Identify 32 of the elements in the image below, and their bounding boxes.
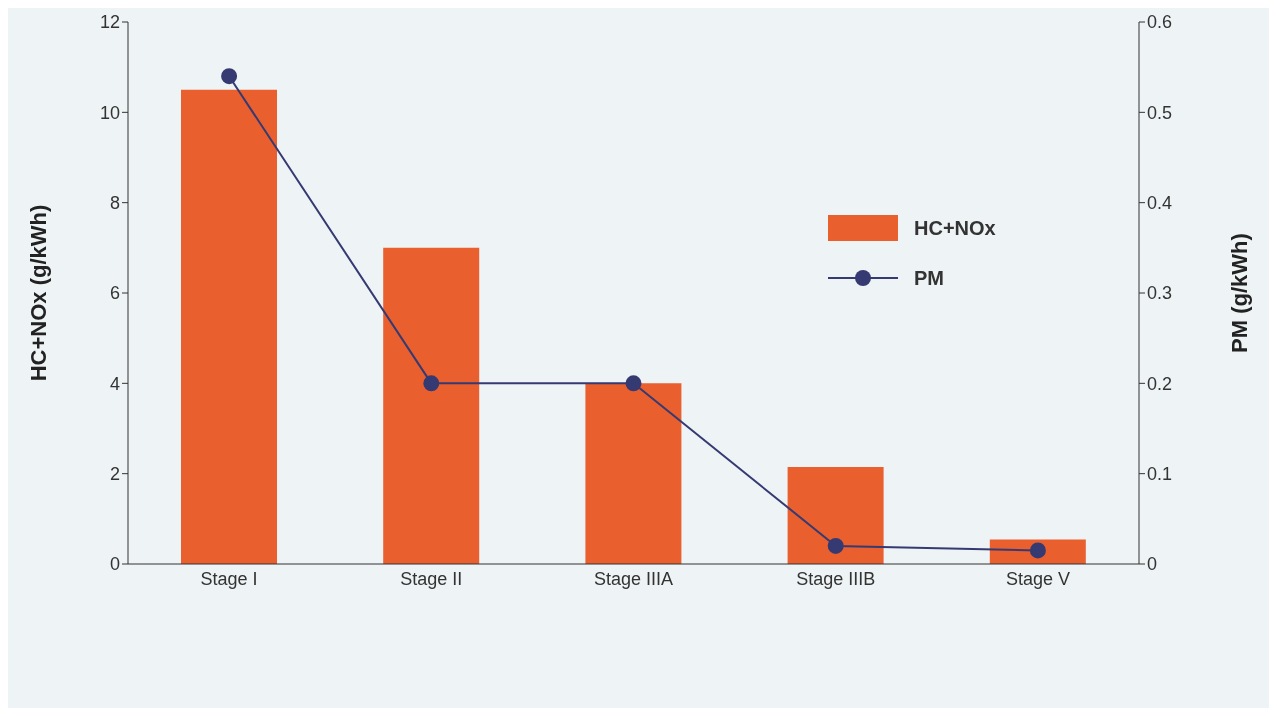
point: [221, 68, 238, 85]
legend-label: HC+NOx: [914, 216, 996, 240]
point: [827, 537, 844, 554]
y-tick-label: 4: [109, 373, 120, 394]
y-tick-label: 2: [109, 464, 120, 485]
y2-tick-label: 0.3: [1147, 283, 1173, 304]
bar: [383, 247, 480, 564]
bar: [181, 89, 277, 564]
y2-tick-label: 0.1: [1147, 464, 1173, 485]
x-tick-label: Stage V: [1005, 568, 1070, 589]
y2-axis-title: PM (g/kWh): [1226, 233, 1252, 353]
bar: [585, 383, 682, 564]
y2-tick-label: 0: [1147, 554, 1158, 575]
point: [625, 375, 642, 392]
y-axis-title: HC+NOx (g/kWh): [25, 204, 51, 382]
bar: [787, 466, 884, 564]
point: [423, 375, 440, 392]
x-tick-label: Stage I: [200, 568, 258, 589]
y2-tick-label: 0.6: [1147, 12, 1173, 33]
x-tick-label: Stage IIIA: [593, 568, 674, 589]
y-tick-label: 8: [109, 193, 120, 214]
x-tick-label: Stage IIIB: [796, 568, 876, 589]
x-tick-label: Stage II: [400, 568, 463, 589]
y-tick-label: 0: [109, 554, 120, 575]
y2-tick-label: 0.2: [1147, 373, 1173, 394]
point: [1029, 542, 1046, 559]
y-tick-label: 12: [99, 12, 120, 33]
y2-tick-label: 0.5: [1147, 102, 1173, 123]
legend-label: PM: [914, 266, 944, 290]
y2-tick-label: 0.4: [1147, 193, 1173, 214]
y-tick-label: 10: [99, 102, 120, 123]
y-tick-label: 6: [109, 283, 120, 304]
